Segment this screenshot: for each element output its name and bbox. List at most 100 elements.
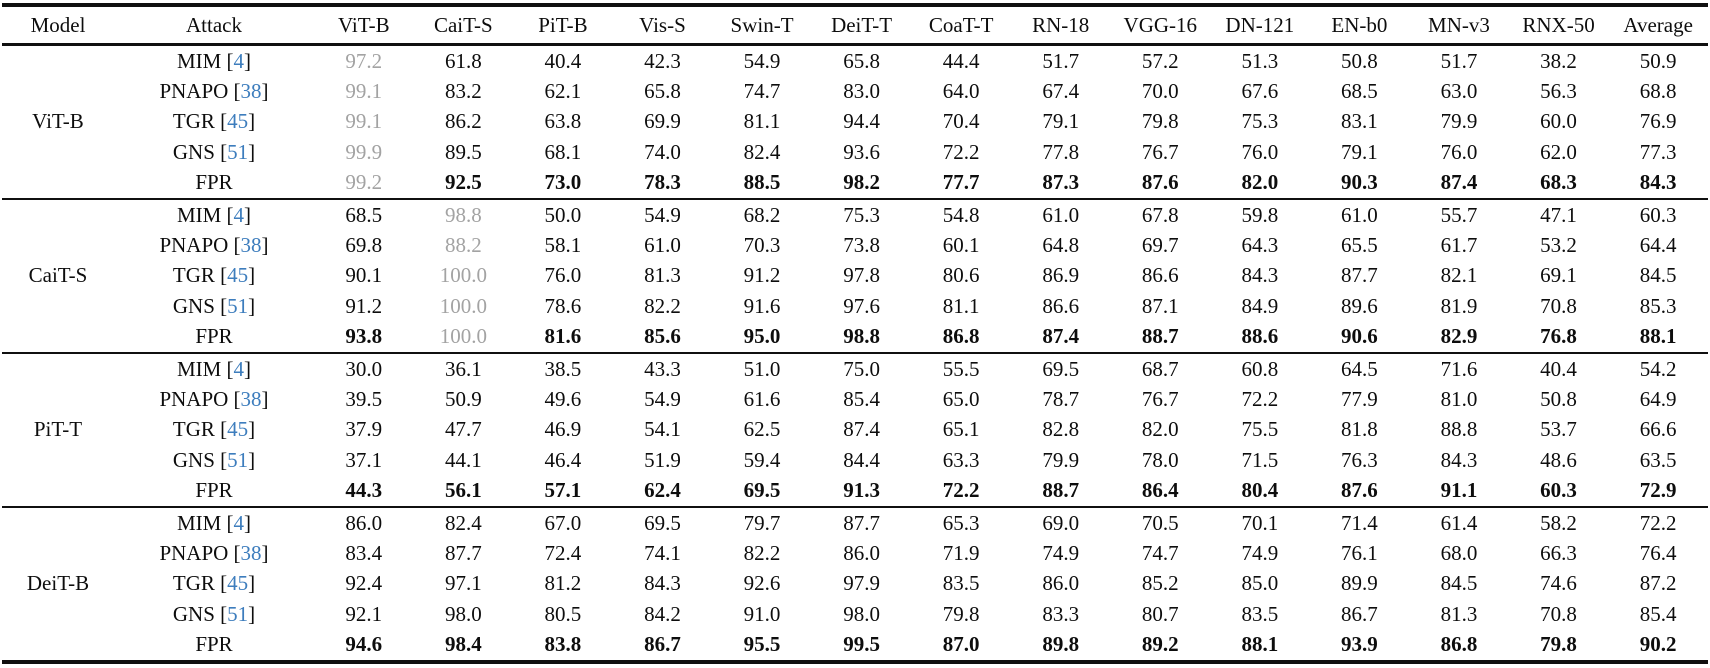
value-cell: 97.6: [843, 293, 880, 318]
citation-link[interactable]: 4: [233, 48, 245, 73]
citation-link[interactable]: 51: [227, 601, 249, 626]
value-cell: 60.3: [1608, 197, 1708, 231]
value-cell: 69.9: [644, 109, 681, 134]
value-cell: 74.1: [644, 540, 681, 565]
value-cell: 82.0: [1241, 170, 1279, 195]
value-cell: 67.6: [1241, 79, 1279, 104]
column-header-pit-b: PiT-B: [538, 12, 588, 37]
value-cell: 36.1: [413, 351, 514, 385]
value-cell: 65.1: [942, 417, 980, 442]
value-cell: 89.5: [444, 139, 482, 164]
table-row: TGR [45] 99.1 86.2 63.8 69.9 81.1 94.4 70.4 79.1…: [2, 107, 1708, 137]
value-cell: 40.4: [544, 48, 582, 73]
attack-label: PNAPO [38]: [159, 386, 269, 411]
citation-link[interactable]: 51: [227, 139, 249, 164]
value-cell: 86.4: [1141, 478, 1179, 503]
value-cell: 76.1: [1341, 540, 1378, 565]
citation-link[interactable]: 45: [227, 571, 249, 596]
column-header-dn-121: DN-121: [1225, 12, 1295, 37]
value-cell: 50.8: [1341, 48, 1378, 73]
attack-label: GNS [51]: [172, 293, 256, 318]
value-cell: 88.1: [1241, 632, 1279, 657]
value-cell: 87.3: [1042, 170, 1080, 195]
attack-label: MIM [4]: [114, 505, 314, 539]
value-cell: 88.6: [1241, 324, 1279, 349]
value-cell: 43.3: [612, 351, 713, 385]
value-cell: 60.8: [1210, 351, 1310, 385]
value-cell: 89.6: [1341, 293, 1378, 318]
value-cell: 99.5: [843, 632, 880, 657]
table-row: GNS [51] 92.1 98.0 80.5 84.2 91.0 98.0 79.8 83.3…: [2, 599, 1708, 629]
value-cell: 67.4: [1042, 79, 1080, 104]
citation-link[interactable]: 38: [240, 79, 262, 104]
value-cell: 83.8: [544, 632, 582, 657]
value-cell: 82.4: [743, 139, 781, 164]
value-cell: 81.3: [644, 263, 681, 288]
value-cell: 84.3: [1440, 447, 1478, 472]
table-row: GNS [51] 91.2 100.0 78.6 82.2 91.6 97.6 81.1 86.…: [2, 291, 1708, 321]
value-cell: 76.4: [1639, 540, 1677, 565]
column-header-vit-b: ViT-B: [337, 12, 390, 37]
value-cell: 76.0: [1440, 139, 1478, 164]
citation-link[interactable]: 38: [240, 386, 262, 411]
value-cell: 46.4: [544, 447, 582, 472]
value-cell: 86.0: [843, 540, 880, 565]
citation-link[interactable]: 38: [240, 540, 262, 565]
value-cell: 77.7: [942, 170, 980, 195]
value-cell: 84.4: [843, 447, 880, 472]
table-body: ViT-B MIM [4] 97.2 61.8 40.4 42.3 54.9 65.8 44.4…: [2, 45, 1708, 662]
table-row: PiT-T MIM [4] 30.0 36.1 38.5 43.3 51.0 75.0 55.5…: [2, 351, 1708, 507]
value-cell: 80.4: [1241, 478, 1279, 503]
citation-link[interactable]: 4: [233, 356, 245, 381]
citation-link[interactable]: 45: [227, 417, 249, 442]
citation-link[interactable]: 4: [233, 510, 245, 535]
citation-link[interactable]: 51: [227, 447, 249, 472]
value-cell: 37.1: [345, 447, 383, 472]
value-cell: 63.3: [942, 447, 980, 472]
attack-label: GNS [51]: [172, 601, 256, 626]
value-cell: 86.7: [1341, 601, 1378, 626]
value-cell: 86.6: [1042, 293, 1080, 318]
citation-link[interactable]: 51: [227, 293, 249, 318]
column-header-rn-18: RN-18: [1032, 12, 1090, 37]
value-cell: 68.2: [712, 197, 812, 231]
value-cell: 64.5: [1309, 351, 1410, 385]
value-cell: 90.2: [1639, 632, 1677, 657]
value-cell: 72.2: [942, 478, 980, 503]
value-cell: 84.5: [1639, 263, 1677, 288]
value-cell: 70.1: [1210, 505, 1310, 539]
value-cell: 86.8: [942, 324, 980, 349]
citation-link[interactable]: 38: [240, 233, 262, 258]
value-cell: 64.4: [1639, 233, 1677, 258]
table-row: FPR 99.2 92.5 73.0 78.3 88.5 98.2 77.7 87.3 87.6 8…: [2, 168, 1708, 199]
citation-link[interactable]: 4: [233, 202, 245, 227]
attack-label: TGR [45]: [172, 571, 256, 596]
model-label: CaiT-S: [2, 197, 114, 353]
value-cell: 78.0: [1141, 447, 1179, 472]
table-row: PNAPO [38] 83.4 87.7 72.4 74.1 82.2 86.0 71.9 74…: [2, 538, 1708, 568]
value-cell: 90.6: [1341, 324, 1378, 349]
value-cell: 81.2: [544, 571, 582, 596]
value-cell: 71.9: [942, 540, 980, 565]
column-header-deit-t: DeiT-T: [831, 12, 893, 37]
value-cell: 61.6: [743, 386, 781, 411]
table-row: FPR 44.3 56.1 57.1 62.4 69.5 91.3 72.2 88.7 86.4 8…: [2, 475, 1708, 506]
value-cell: 79.9: [1440, 109, 1478, 134]
value-cell: 92.5: [444, 170, 482, 195]
value-cell: 69.7: [1141, 233, 1179, 258]
table-row: GNS [51] 37.1 44.1 46.4 51.9 59.4 84.4 63.3 79.9…: [2, 445, 1708, 475]
attack-label: MIM [4]: [176, 48, 252, 73]
citation-link[interactable]: 45: [227, 109, 249, 134]
value-cell: 54.9: [743, 48, 781, 73]
citation-link[interactable]: 45: [227, 263, 249, 288]
value-cell: 87.7: [811, 505, 912, 539]
value-cell: 57.2: [1141, 48, 1179, 73]
value-cell: 87.7: [1341, 263, 1378, 288]
value-cell: 85.0: [1241, 571, 1279, 596]
value-cell: 72.2: [942, 139, 980, 164]
value-cell: 50.0: [513, 197, 613, 231]
value-cell: 87.6: [1141, 170, 1179, 195]
value-cell: 84.3: [644, 571, 681, 596]
value-cell: 68.1: [544, 139, 582, 164]
attack-label: PNAPO [38]: [159, 79, 269, 104]
